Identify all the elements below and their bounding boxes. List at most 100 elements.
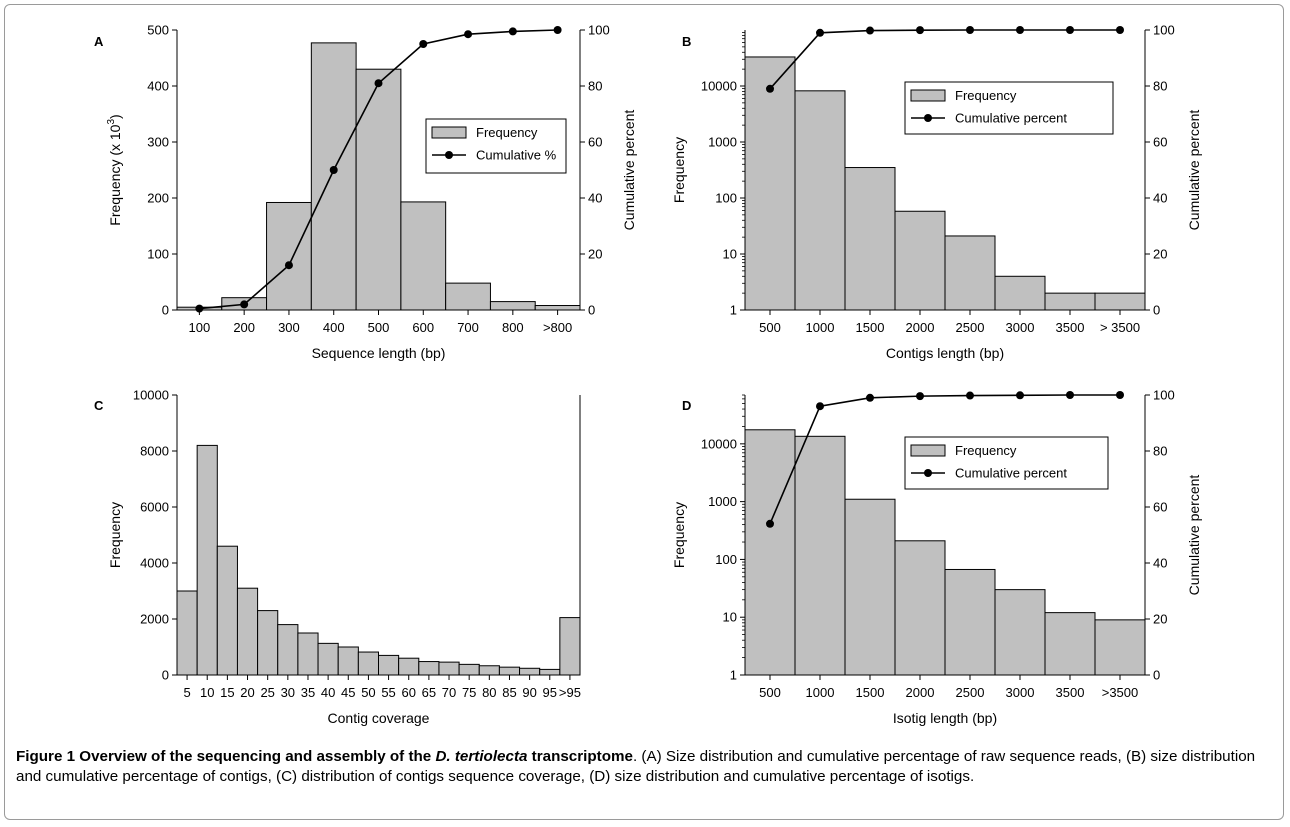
bar	[418, 661, 440, 676]
x-tick-label: >95	[559, 685, 581, 700]
legend: Frequency Cumulative percent	[904, 436, 1109, 490]
y-tick-label: 2000	[140, 612, 169, 627]
y-axis-title: Frequency	[671, 137, 687, 203]
y2-tick-label: 100	[1153, 23, 1175, 38]
cumulative-point	[1066, 26, 1074, 34]
chart-panel-b: B 1 10 100 1000 10000 0 20 40 60 80 100 500 1000 1500 2…	[671, 23, 1202, 362]
x-tick-label: 3500	[1056, 320, 1085, 335]
bar	[944, 568, 996, 676]
x-tick-label: 40	[321, 685, 335, 700]
legend-line-marker	[445, 151, 453, 159]
panel-letter: C	[94, 398, 104, 413]
y-tick-label: 10000	[701, 436, 737, 451]
y-tick-label: 0	[162, 303, 169, 318]
x-tick-label: 20	[240, 685, 254, 700]
bar	[277, 624, 299, 676]
x-tick-label: 75	[462, 685, 476, 700]
bar	[357, 651, 380, 676]
x-tick-label: 3500	[1056, 685, 1085, 700]
caption-body: . (A) Size distribution and cumulative p…	[16, 748, 1256, 785]
panel-letter: D	[682, 398, 691, 413]
legend-line-label: Cumulative %	[476, 148, 557, 163]
cumulative-line	[769, 29, 1120, 90]
bar	[236, 587, 259, 676]
x-tick-label: 2000	[906, 320, 935, 335]
bar	[844, 498, 896, 676]
legend-line-label: Cumulative percent	[955, 111, 1067, 126]
y2-tick-label: 100	[588, 23, 610, 38]
x-tick-label: 600	[412, 320, 434, 335]
x-tick-label: 35	[301, 685, 315, 700]
cumulative-point	[329, 166, 338, 174]
bar	[894, 210, 946, 311]
bar	[398, 657, 420, 676]
x-axis-title: Contig coverage	[328, 710, 430, 726]
x-tick-label: 800	[502, 320, 524, 335]
y-tick-label: 1	[730, 303, 737, 318]
bar	[400, 201, 447, 311]
y-tick-label: 10	[723, 247, 737, 262]
x-tick-label: 100	[189, 320, 211, 335]
cumulative-point	[766, 519, 774, 528]
x-tick-label: 300	[278, 320, 300, 335]
cumulative-point	[916, 392, 924, 401]
x-tick-label: 5	[183, 685, 190, 700]
y-tick-label: 300	[147, 135, 169, 150]
bar	[266, 201, 312, 311]
y-tick-label: 100	[147, 247, 169, 262]
cumulative-point	[766, 84, 774, 93]
bar	[257, 610, 279, 676]
bar	[489, 301, 536, 311]
x-tick-label: 1000	[806, 685, 835, 700]
y2-axis-title: Cumulative percent	[621, 110, 637, 231]
bar	[317, 642, 339, 676]
figure-frame	[4, 4, 1284, 820]
cumulative-point	[553, 26, 562, 34]
chart-panel-a: A 0 100 200 300 400 500 0 20 40 60 80 100 100 200 300 40…	[94, 23, 637, 362]
x-tick-label: 2500	[956, 320, 985, 335]
chart-panel-d: D 1 10 100 1000 10000 0 20 40 60 80 100 500 1000 1500 2…	[671, 388, 1202, 727]
cumulative-line	[769, 394, 1120, 525]
cumulative-point	[1116, 26, 1124, 34]
x-tick-label: > 3500	[1100, 320, 1140, 335]
y2-tick-label: 20	[1153, 247, 1167, 262]
legend-box	[904, 436, 1109, 490]
y-tick-label: 1	[730, 668, 737, 683]
cumulative-point	[464, 30, 473, 39]
y-axis-title: Frequency (x 103)	[106, 114, 123, 225]
legend: Frequency Cumulative percent	[904, 81, 1114, 135]
cumulative-point	[866, 393, 874, 402]
y-tick-label: 4000	[140, 556, 169, 571]
cumulative-point	[966, 391, 974, 400]
x-tick-label: 90	[522, 685, 536, 700]
cumulative-point	[966, 26, 974, 34]
y-axis-title: Frequency	[107, 502, 123, 568]
y-tick-label: 10	[723, 610, 737, 625]
bar	[297, 632, 319, 676]
x-tick-label: 500	[759, 320, 781, 335]
x-tick-label: 3000	[1006, 685, 1035, 700]
y-tick-label: 100	[715, 552, 737, 567]
x-tick-label: 1500	[856, 320, 885, 335]
y2-axis-title: Cumulative percent	[1186, 475, 1202, 596]
y2-tick-label: 60	[1153, 500, 1167, 515]
x-tick-label: 50	[361, 685, 375, 700]
bar	[478, 665, 500, 676]
bar	[1044, 612, 1096, 676]
bar	[519, 667, 541, 676]
bar	[794, 90, 846, 311]
x-axis-title: Isotig length (bp)	[893, 710, 997, 726]
x-tick-label: 400	[323, 320, 345, 335]
bar	[438, 661, 460, 676]
x-tick-label: 2000	[906, 685, 935, 700]
cumulative-point	[816, 28, 824, 37]
legend-bar-label: Frequency	[955, 88, 1017, 103]
y-tick-label: 1000	[708, 135, 737, 150]
bar	[994, 589, 1046, 676]
legend-bar-swatch	[910, 89, 946, 102]
caption-title-suffix: transcriptome	[527, 748, 633, 765]
bar	[196, 444, 218, 676]
caption-title-italic: D. tertiolecta	[435, 748, 528, 765]
bar	[310, 42, 357, 311]
